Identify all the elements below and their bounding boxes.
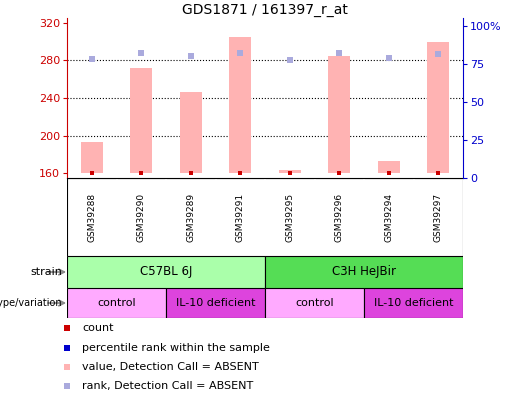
Text: percentile rank within the sample: percentile rank within the sample — [82, 343, 270, 353]
Text: GSM39290: GSM39290 — [137, 192, 146, 241]
Bar — [81, 142, 103, 173]
Bar — [180, 92, 202, 173]
Bar — [166, 288, 265, 318]
Bar — [265, 288, 364, 318]
Text: GSM39288: GSM39288 — [87, 192, 96, 241]
Text: GSM39295: GSM39295 — [285, 192, 294, 241]
Bar — [377, 161, 400, 173]
Text: strain: strain — [30, 267, 62, 277]
Text: GSM39296: GSM39296 — [335, 192, 344, 241]
Bar — [279, 171, 301, 173]
Bar — [229, 37, 251, 173]
Text: C3H HeJBir: C3H HeJBir — [332, 266, 396, 279]
Text: IL-10 deficient: IL-10 deficient — [374, 298, 453, 308]
Title: GDS1871 / 161397_r_at: GDS1871 / 161397_r_at — [182, 3, 348, 17]
Bar — [328, 55, 350, 173]
Text: GSM39297: GSM39297 — [434, 192, 443, 241]
Bar — [364, 288, 463, 318]
Text: genotype/variation: genotype/variation — [0, 298, 62, 308]
Bar — [427, 42, 450, 173]
Text: GSM39289: GSM39289 — [186, 192, 195, 241]
Text: control: control — [97, 298, 136, 308]
Text: GSM39291: GSM39291 — [236, 192, 245, 241]
Text: C57BL 6J: C57BL 6J — [140, 266, 192, 279]
Text: value, Detection Call = ABSENT: value, Detection Call = ABSENT — [82, 362, 259, 372]
Bar — [265, 256, 463, 288]
Bar — [67, 288, 166, 318]
Text: GSM39294: GSM39294 — [384, 192, 393, 241]
Text: IL-10 deficient: IL-10 deficient — [176, 298, 255, 308]
Text: control: control — [295, 298, 334, 308]
Bar — [130, 68, 152, 173]
Text: rank, Detection Call = ABSENT: rank, Detection Call = ABSENT — [82, 381, 254, 391]
Text: count: count — [82, 324, 114, 333]
Bar — [67, 256, 265, 288]
